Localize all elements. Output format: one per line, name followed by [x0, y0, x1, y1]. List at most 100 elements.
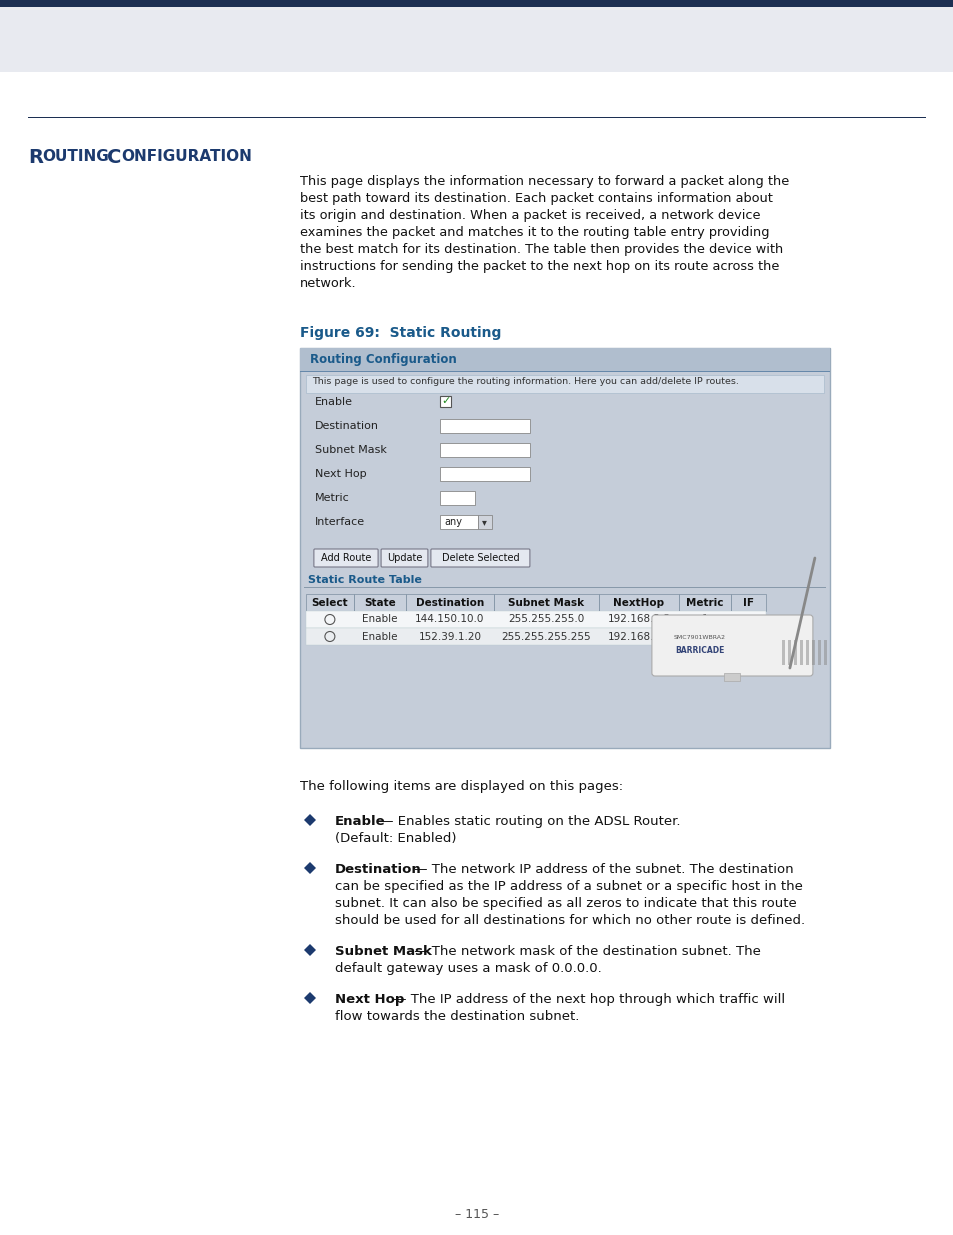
Text: Destination: Destination [335, 863, 421, 876]
Text: 0: 0 [700, 631, 707, 641]
Text: BARRICADE: BARRICADE [675, 646, 724, 655]
Text: Next Hop: Next Hop [314, 469, 366, 479]
FancyBboxPatch shape [431, 550, 529, 567]
Text: — The network mask of the destination subnet. The: — The network mask of the destination su… [409, 945, 760, 958]
Bar [439, 419, 529, 433]
Text: default gateway uses a mask of 0.0.0.0.: default gateway uses a mask of 0.0.0.0. [335, 962, 601, 974]
Bar [439, 492, 475, 505]
Bar [306, 594, 765, 611]
Bar [723, 673, 740, 680]
Text: Destination: Destination [416, 598, 483, 608]
Text: subnet. It can also be specified as all zeros to indicate that this route: subnet. It can also be specified as all … [335, 897, 796, 910]
Text: should be used for all destinations for which no other route is defined.: should be used for all destinations for … [335, 914, 804, 927]
Text: This page is used to configure the routing information. Here you can add/delete : This page is used to configure the routi… [312, 377, 738, 385]
Text: Enable: Enable [362, 615, 397, 625]
Text: Select: Select [312, 598, 348, 608]
Text: NextHop: NextHop [613, 598, 663, 608]
FancyBboxPatch shape [651, 615, 812, 676]
Text: Delete Selected: Delete Selected [441, 553, 518, 563]
Text: --: -- [744, 631, 751, 641]
Text: SMC7901WBRA2: SMC7901WBRA2 [673, 635, 725, 640]
Text: instructions for sending the packet to the next hop on its route across the: instructions for sending the packet to t… [299, 261, 779, 273]
Bar [0, 0, 953, 7]
Text: Enable: Enable [314, 396, 353, 408]
Text: Destination: Destination [314, 421, 378, 431]
Text: Routing Configuration: Routing Configuration [310, 353, 456, 367]
Text: R: R [28, 148, 43, 167]
Bar [823, 640, 826, 664]
Text: Subnet Mask: Subnet Mask [335, 945, 432, 958]
Bar [787, 640, 790, 664]
Text: 152.39.1.20: 152.39.1.20 [418, 631, 481, 641]
Bar [405, 594, 407, 611]
Text: State: State [364, 598, 395, 608]
Text: Next Hop: Next Hop [335, 993, 404, 1007]
Bar [477, 515, 492, 529]
Text: Enable: Enable [335, 815, 385, 827]
Text: (Default: Enabled): (Default: Enabled) [335, 832, 456, 845]
Text: 255.255.255.0: 255.255.255.0 [508, 615, 584, 625]
Bar [811, 640, 814, 664]
Bar [494, 594, 495, 611]
Text: Add Route: Add Route [320, 553, 371, 563]
Text: Figure 69:  Static Routing: Figure 69: Static Routing [299, 326, 500, 340]
Text: Routing Configuration: Routing Configuration [774, 49, 920, 63]
Text: Subnet Mask: Subnet Mask [508, 598, 584, 608]
Bar [793, 640, 796, 664]
FancyBboxPatch shape [314, 550, 377, 567]
Bar [439, 467, 529, 480]
Bar [730, 594, 731, 611]
Text: Metric: Metric [685, 598, 723, 608]
Text: its origin and destination. When a packet is received, a network device: its origin and destination. When a packe… [299, 209, 760, 222]
Bar [306, 629, 765, 645]
Text: flow towards the destination subnet.: flow towards the destination subnet. [335, 1010, 578, 1023]
Text: ✓: ✓ [441, 396, 450, 406]
Text: any: any [443, 517, 461, 527]
Text: This page displays the information necessary to forward a packet along the: This page displays the information neces… [299, 175, 788, 188]
Bar [781, 640, 784, 664]
Text: Metric: Metric [314, 493, 349, 503]
Text: network.: network. [299, 277, 356, 290]
Bar [306, 375, 823, 393]
Bar [0, 7, 953, 72]
Bar [306, 611, 765, 629]
Text: examines the packet and matches it to the routing table entry providing: examines the packet and matches it to th… [299, 226, 768, 240]
Text: --: -- [744, 615, 751, 625]
Text: IF: IF [742, 598, 753, 608]
Bar [299, 348, 829, 748]
Bar [28, 116, 925, 119]
Text: 192.168.2.3: 192.168.2.3 [607, 631, 670, 641]
Bar [598, 594, 599, 611]
Text: the best match for its destination. The table then provides the device with: the best match for its destination. The … [299, 243, 782, 256]
Text: — Enables static routing on the ADSL Router.: — Enables static routing on the ADSL Rou… [375, 815, 679, 827]
Text: ONFIGURATION: ONFIGURATION [121, 149, 252, 164]
Text: The following items are displayed on this pages:: The following items are displayed on thi… [299, 781, 622, 793]
Bar [805, 640, 808, 664]
Text: – 115 –: – 115 – [455, 1209, 498, 1221]
Text: C: C [107, 148, 121, 167]
Text: best path toward its destination. Each packet contains information about: best path toward its destination. Each p… [299, 191, 772, 205]
Text: can be specified as the IP address of a subnet or a specific host in the: can be specified as the IP address of a … [335, 881, 801, 893]
Text: Static Route Table: Static Route Table [308, 576, 421, 585]
Text: 144.150.10.0: 144.150.10.0 [415, 615, 484, 625]
Bar [439, 396, 451, 408]
Text: OUTING: OUTING [42, 149, 109, 164]
Bar [799, 640, 802, 664]
Text: Update: Update [386, 553, 422, 563]
Text: ▾: ▾ [482, 517, 487, 527]
Bar [354, 594, 355, 611]
Bar [817, 640, 820, 664]
Text: 1: 1 [700, 615, 707, 625]
Text: Advanced Configuration: Advanced Configuration [774, 28, 935, 42]
FancyBboxPatch shape [380, 550, 428, 567]
Text: Interface: Interface [314, 517, 365, 527]
Text: 255.255.255.255: 255.255.255.255 [501, 631, 591, 641]
Bar [439, 515, 477, 529]
Text: HAPTER 10: HAPTER 10 [668, 28, 750, 42]
Bar [439, 443, 529, 457]
Text: |: | [760, 28, 763, 42]
Text: Subnet Mask: Subnet Mask [314, 445, 386, 454]
Text: C: C [659, 28, 669, 42]
Text: Enable: Enable [362, 631, 397, 641]
Text: — The network IP address of the subnet. The destination: — The network IP address of the subnet. … [409, 863, 793, 876]
